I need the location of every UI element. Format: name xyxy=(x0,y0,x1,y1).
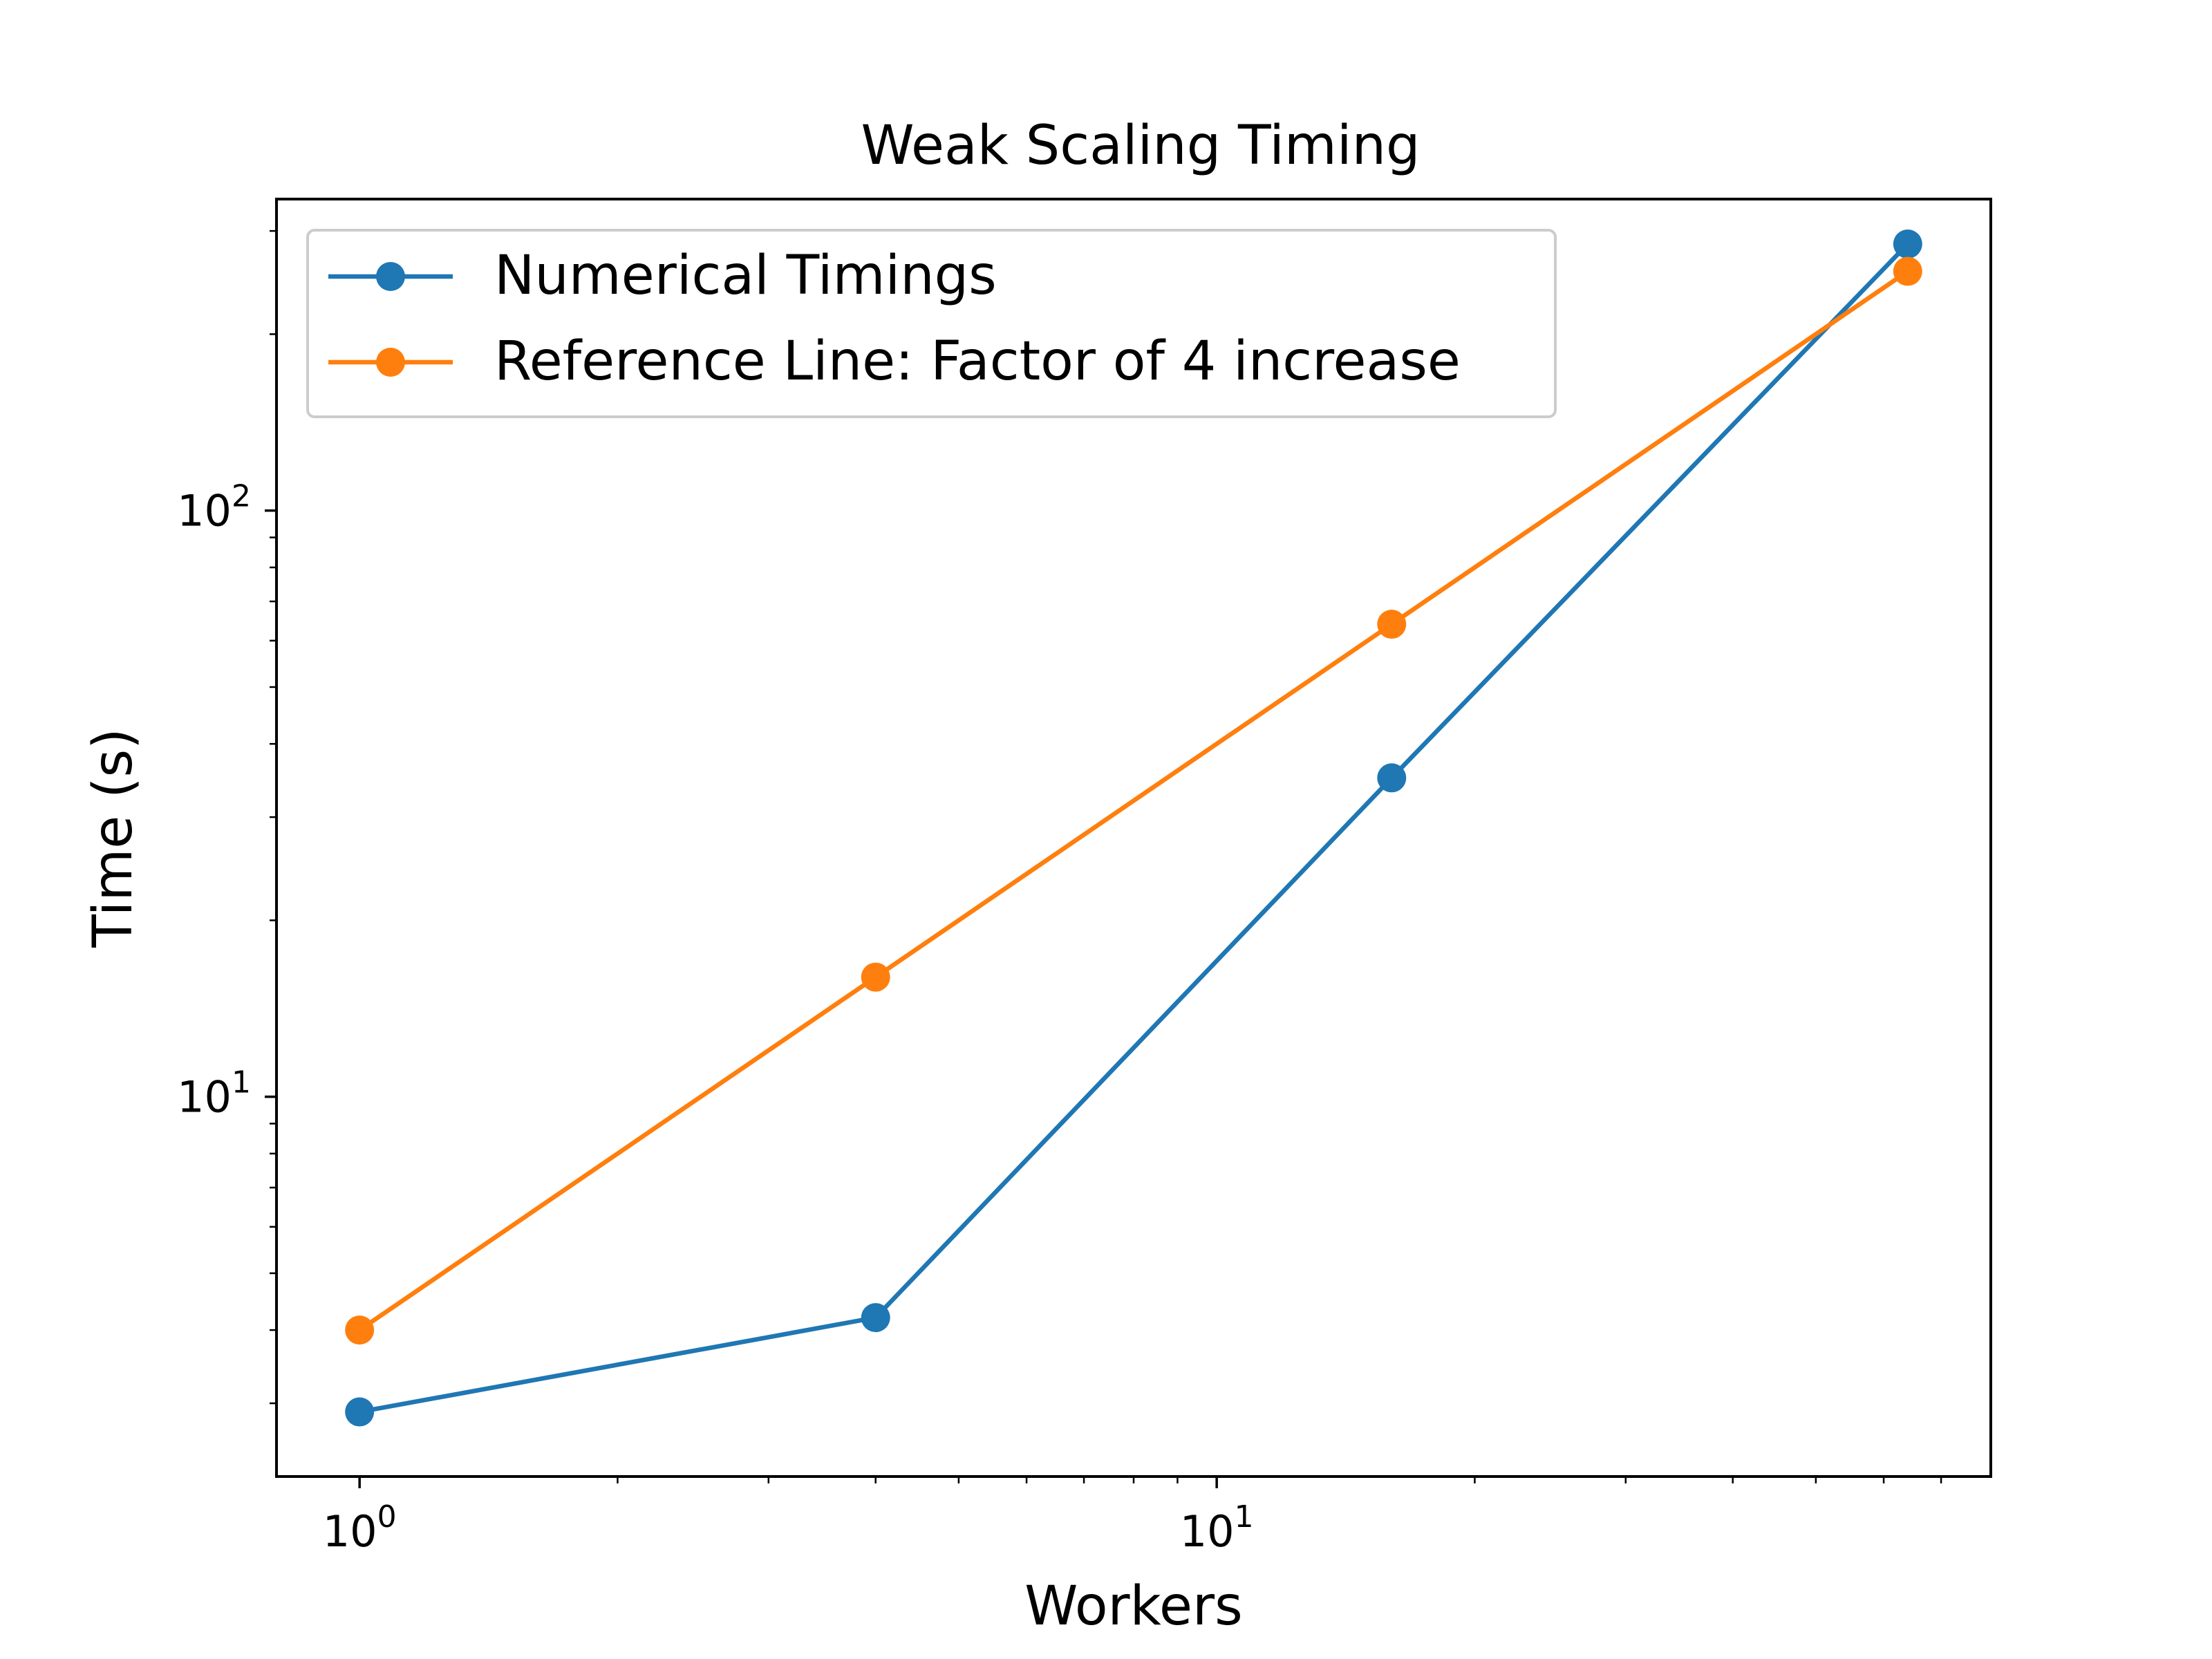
legend-label: Numerical Timings xyxy=(494,245,997,307)
x-tick-label: 100 xyxy=(323,1499,397,1557)
axes-frame xyxy=(275,198,1992,1478)
y-tick-label-base: 10 xyxy=(177,486,232,536)
y-tick-label-exponent: 2 xyxy=(232,479,251,514)
y-tick-label: 102 xyxy=(177,479,251,536)
data-point xyxy=(1377,763,1407,793)
x-axis-label: Workers xyxy=(1024,1575,1242,1638)
plot-area xyxy=(345,229,1922,1427)
y-tick-label-base: 10 xyxy=(177,1072,232,1123)
series-reference-line xyxy=(345,256,1922,1345)
data-point xyxy=(1377,610,1407,639)
series-line xyxy=(356,268,1911,1333)
data-point xyxy=(345,1397,375,1427)
data-point xyxy=(345,1315,375,1345)
y-axis-label: Time (s) xyxy=(82,728,144,948)
chart-title: Weak Scaling Timing xyxy=(861,115,1420,177)
x-tick-label-exponent: 0 xyxy=(377,1499,397,1535)
y-tick-label: 101 xyxy=(177,1065,251,1123)
x-tick-label: 101 xyxy=(1180,1499,1254,1557)
x-tick-label-exponent: 1 xyxy=(1235,1499,1254,1535)
legend-box xyxy=(306,229,1557,418)
legend-item: Reference Line: Factor of 4 increase xyxy=(328,330,1461,393)
x-tick-label-base: 10 xyxy=(1180,1506,1235,1557)
y-tick-label-exponent: 1 xyxy=(232,1065,251,1100)
legend-marker xyxy=(376,348,405,377)
data-point xyxy=(1893,229,1922,259)
legend-marker xyxy=(376,262,405,291)
series-line xyxy=(357,241,1911,1415)
series-numerical-timings xyxy=(345,229,1922,1427)
legend-item: Numerical Timings xyxy=(328,245,997,307)
legend-label: Reference Line: Factor of 4 increase xyxy=(494,330,1461,393)
x-tick-label-base: 10 xyxy=(323,1506,377,1557)
data-point xyxy=(1893,256,1922,286)
legend: Numerical Timings Reference Line: Factor … xyxy=(306,229,1557,418)
data-point xyxy=(861,1303,890,1333)
data-point xyxy=(861,962,890,992)
